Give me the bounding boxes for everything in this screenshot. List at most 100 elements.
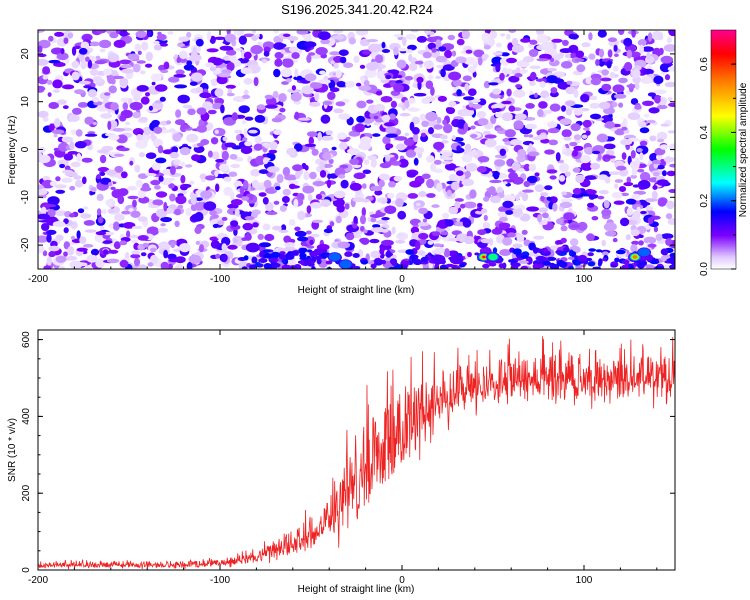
snr-y-ticks: 0 200 400 600 — [21, 331, 675, 573]
heatmap-cell — [597, 153, 602, 161]
heatmap-cell — [488, 186, 496, 196]
heatmap-cell — [74, 45, 81, 50]
heatmap-cell — [46, 79, 53, 85]
heatmap-cell — [598, 48, 605, 58]
heatmap-cell — [637, 168, 645, 173]
heatmap-cell — [381, 217, 390, 221]
heatmap-cell — [275, 186, 281, 191]
heatmap-cell — [163, 249, 169, 259]
heatmap-cell — [150, 73, 162, 82]
heatmap-cell — [312, 180, 326, 187]
heatmap-cell — [493, 108, 502, 112]
heatmap-cell — [119, 30, 128, 37]
heatmap-cell — [559, 118, 572, 125]
heatmap-cell — [595, 59, 600, 66]
heatmap-cell — [511, 161, 521, 171]
heatmap-cell — [483, 80, 490, 89]
heatmap-cell — [309, 239, 314, 246]
heatmap-cell — [463, 236, 475, 245]
heatmap-cell — [317, 31, 331, 41]
heatmap-cell — [307, 194, 313, 202]
heatmap-cell — [75, 129, 83, 137]
heatmap-cell — [244, 141, 253, 147]
heatmap-cell — [84, 229, 97, 233]
heatmap-cell — [213, 36, 226, 40]
heatmap-cell — [631, 30, 636, 38]
heatmap-cell — [65, 255, 78, 261]
snr-y-axis-label: SNR (10 * v/v) — [7, 418, 18, 482]
heatmap-cell — [272, 225, 282, 231]
heatmap-cell — [118, 147, 130, 152]
heatmap-cell — [323, 228, 333, 234]
heatmap-cell — [129, 101, 143, 111]
heatmap-cell — [39, 154, 51, 164]
heatmap-cell — [46, 229, 57, 235]
heatmap-cell — [303, 258, 312, 266]
heatmap-cell — [642, 68, 654, 75]
heatmap-cell — [107, 120, 112, 130]
heatmap-cell — [83, 85, 92, 89]
heatmap-cell — [477, 56, 483, 66]
heatmap-cell — [668, 256, 675, 264]
heatmap-cell — [574, 58, 585, 62]
heatmap-cell — [407, 44, 417, 51]
heatmap-cell — [414, 146, 425, 154]
heatmap-cell — [316, 258, 322, 265]
heatmap-cell — [282, 166, 291, 177]
heatmap-cell — [601, 251, 609, 256]
heatmap-cell — [95, 55, 101, 61]
heatmap-cell — [108, 249, 119, 254]
heatmap-cell — [104, 92, 111, 96]
heatmap-cell — [80, 60, 87, 70]
heatmap-cell — [433, 141, 445, 151]
heatmap-cell — [380, 96, 393, 103]
heatmap-cell — [85, 56, 90, 62]
heatmap-cell — [255, 155, 266, 166]
heatmap-cell — [168, 258, 179, 263]
heatmap-cell — [46, 233, 52, 243]
heatmap-cell — [663, 156, 675, 163]
heatmap-cell — [669, 265, 675, 269]
heatmap-cell — [482, 222, 491, 229]
heatmap-cell — [352, 223, 358, 229]
heatmap-cell — [294, 111, 300, 120]
heatmap-cell — [660, 233, 674, 240]
heatmap-cell — [493, 103, 506, 109]
heatmap-cell — [396, 47, 408, 52]
heatmap-cell — [71, 71, 80, 81]
heatmap-cell — [155, 157, 167, 164]
heatmap-cell — [166, 120, 172, 125]
heatmap-cell — [561, 129, 572, 138]
heatmap-cell — [270, 251, 281, 258]
heatmap-cell — [55, 255, 67, 263]
heatmap-cell — [433, 159, 442, 165]
heatmap-cell — [338, 113, 351, 120]
heatmap-cell — [242, 120, 247, 125]
heatmap-cell — [348, 37, 356, 45]
heatmap-cell — [418, 191, 427, 198]
heatmap-cell — [433, 124, 443, 130]
heatmap-cell — [268, 257, 279, 263]
heatmap-cell — [565, 108, 573, 116]
heatmap-cell — [618, 186, 627, 192]
heatmap-cell — [506, 57, 517, 64]
heatmap-cell — [221, 150, 229, 161]
heatmap-hotspot — [488, 253, 498, 261]
heatmap-cell — [145, 152, 157, 159]
heatmap-cell — [262, 249, 271, 253]
heatmap-cell — [643, 236, 657, 244]
heatmap-cell — [500, 33, 506, 37]
heatmap-cell — [167, 263, 173, 269]
heatmap-cell — [296, 30, 309, 35]
heatmap-cell — [640, 76, 653, 84]
heatmap-cell — [65, 171, 78, 177]
heatmap-cell — [294, 143, 303, 152]
heatmap-cell — [564, 171, 571, 177]
heatmap-cell — [430, 86, 435, 96]
heatmap-cell — [96, 193, 104, 201]
heatmap-cell — [431, 231, 441, 237]
heatmap-cell — [372, 224, 381, 229]
heatmap-cell — [464, 83, 470, 92]
heatmap-cell — [308, 101, 321, 107]
heatmap-cell — [290, 185, 301, 189]
